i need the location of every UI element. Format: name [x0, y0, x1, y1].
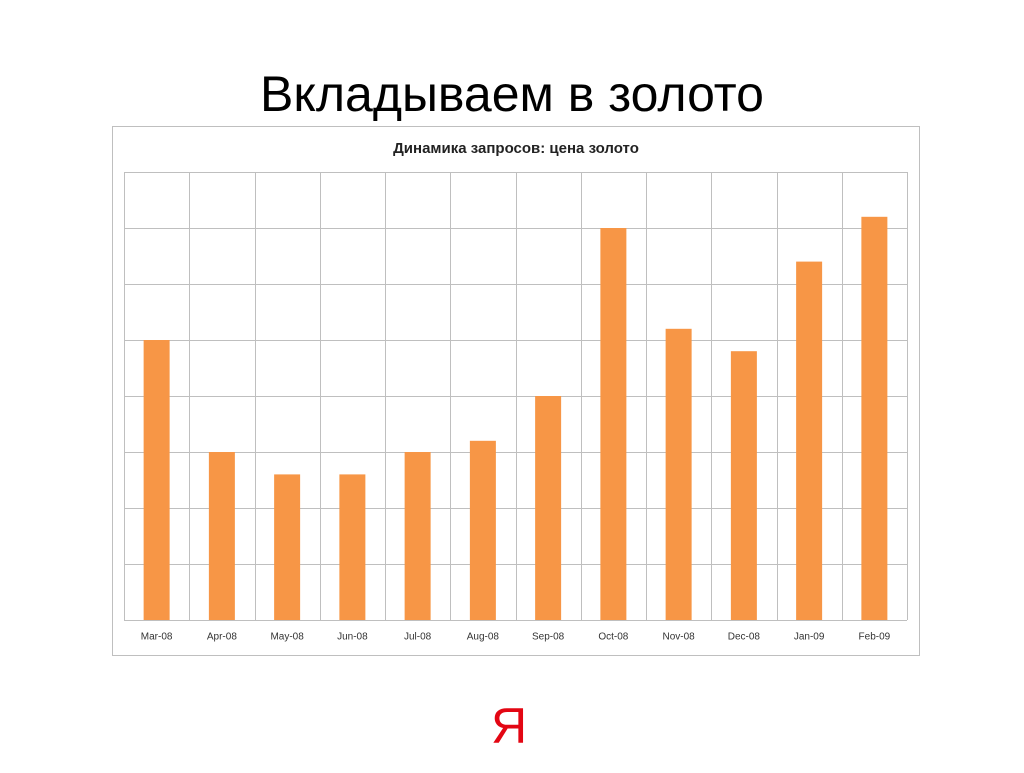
- x-tick-label: Apr-08: [207, 632, 237, 643]
- bar: [535, 396, 562, 620]
- x-tick-label: Oct-08: [598, 632, 628, 643]
- x-tick-label: Dec-08: [728, 632, 761, 643]
- x-tick-label: Mar-08: [141, 632, 173, 643]
- bar: [469, 440, 496, 620]
- bar: [861, 216, 888, 621]
- slide-title: Вкладываем в золото: [260, 66, 764, 122]
- bar: [274, 474, 301, 620]
- bar: [143, 340, 170, 620]
- x-tick-label: Sep-08: [532, 632, 565, 643]
- bar: [665, 328, 692, 620]
- x-tick-label: Feb-09: [859, 632, 891, 643]
- x-tick-label: May-08: [270, 632, 304, 643]
- x-tick-label: Aug-08: [467, 632, 500, 643]
- bar: [339, 474, 366, 620]
- bar: [796, 261, 823, 620]
- bar: [730, 351, 757, 620]
- logo: Я: [491, 698, 527, 754]
- bar: [404, 452, 431, 620]
- x-tick-label: Jan-09: [794, 632, 825, 643]
- bar: [600, 228, 627, 620]
- bar: [208, 452, 235, 620]
- x-tick-label: Nov-08: [663, 632, 696, 643]
- chart-title: Динамика запросов: цена золото: [393, 140, 639, 157]
- x-tick-label: Jul-08: [404, 632, 432, 643]
- x-tick-label: Jun-08: [337, 632, 368, 643]
